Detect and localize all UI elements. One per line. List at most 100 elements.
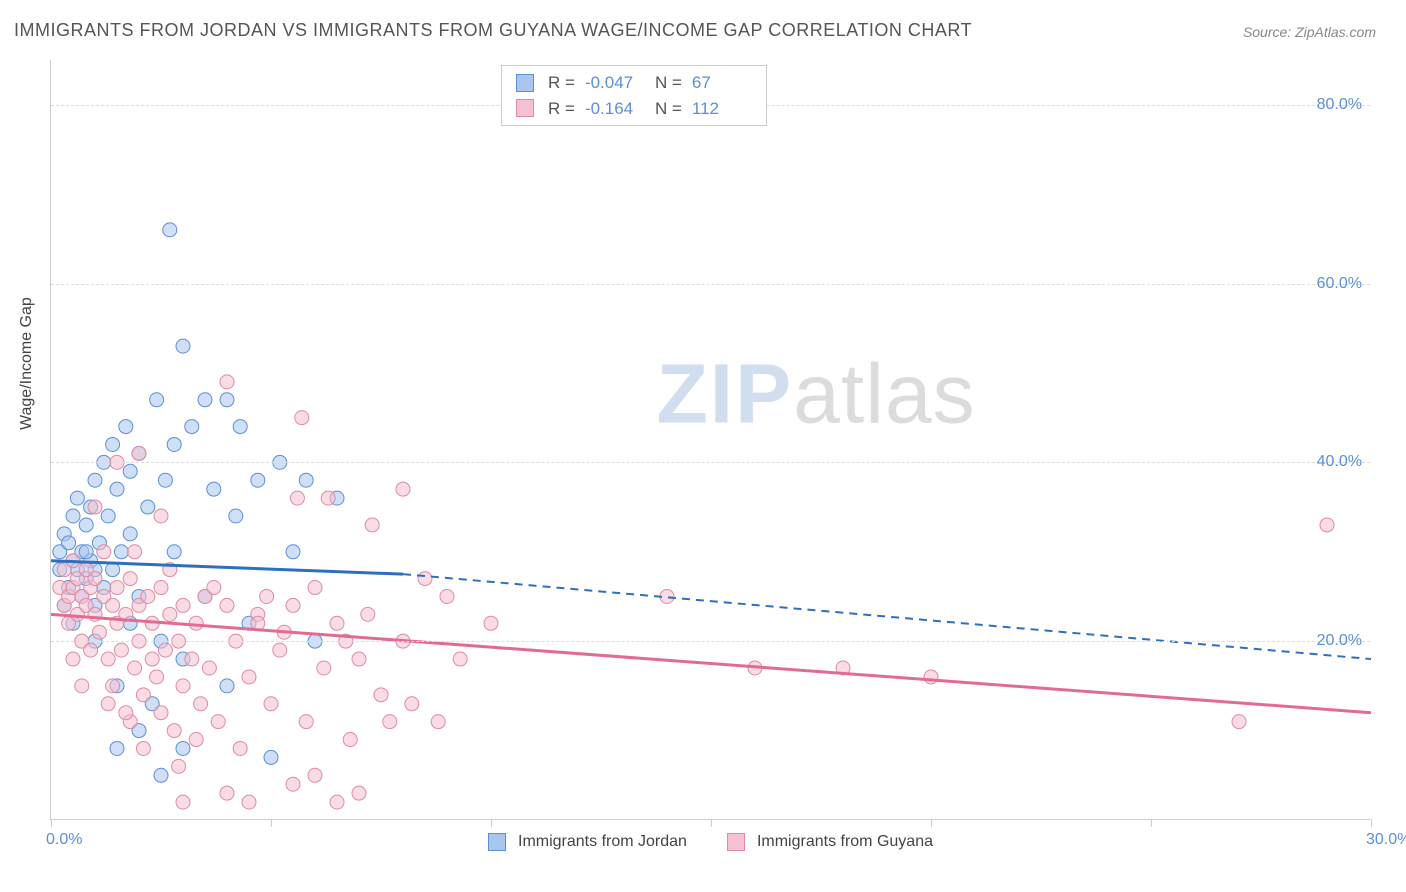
data-point	[207, 482, 221, 496]
data-point	[308, 768, 322, 782]
data-point	[123, 527, 137, 541]
chart-container: IMMIGRANTS FROM JORDAN VS IMMIGRANTS FRO…	[0, 0, 1406, 892]
stats-r-val-1: -0.164	[585, 96, 645, 122]
stats-box: R = -0.047 N = 67 R = -0.164 N = 112	[501, 65, 767, 126]
stats-n-label-1: N =	[655, 96, 682, 122]
data-point	[163, 607, 177, 621]
data-point	[383, 715, 397, 729]
data-point	[308, 581, 322, 595]
regression-line-solid	[51, 614, 1371, 712]
xtick	[51, 819, 52, 827]
data-point	[220, 679, 234, 693]
data-point	[106, 563, 120, 577]
data-point	[189, 733, 203, 747]
data-point	[194, 697, 208, 711]
data-point	[321, 491, 335, 505]
data-point	[119, 420, 133, 434]
data-point	[84, 643, 98, 657]
plot-svg	[51, 60, 1370, 819]
data-point	[396, 482, 410, 496]
data-point	[185, 652, 199, 666]
stats-n-val-1: 112	[692, 96, 752, 122]
plot-area: ZIPatlas R = -0.047 N = 67 R = -0.164 N …	[50, 60, 1370, 820]
data-point	[352, 652, 366, 666]
legend-item-1: Immigrants from Guyana	[727, 833, 933, 851]
xtick	[271, 819, 272, 827]
data-point	[330, 616, 344, 630]
legend-swatch-1	[727, 833, 745, 851]
data-point	[88, 473, 102, 487]
data-point	[119, 706, 133, 720]
data-point	[220, 786, 234, 800]
data-point	[286, 777, 300, 791]
xtick-label: 0.0%	[46, 831, 82, 849]
data-point	[352, 786, 366, 800]
data-point	[62, 536, 76, 550]
xtick	[931, 819, 932, 827]
data-point	[66, 652, 80, 666]
xtick	[711, 819, 712, 827]
ytick-label: 40.0%	[1317, 453, 1362, 471]
data-point	[75, 679, 89, 693]
ytick-label: 20.0%	[1317, 632, 1362, 650]
data-point	[136, 741, 150, 755]
data-point	[220, 375, 234, 389]
bottom-legend: Immigrants from Jordan Immigrants from G…	[51, 833, 1370, 851]
data-point	[242, 670, 256, 684]
ytick-label: 60.0%	[1317, 275, 1362, 293]
data-point	[176, 598, 190, 612]
data-point	[264, 697, 278, 711]
data-point	[251, 473, 265, 487]
data-point	[660, 589, 674, 603]
xtick-label: 30.0%	[1366, 831, 1406, 849]
data-point	[220, 598, 234, 612]
data-point	[79, 518, 93, 532]
data-point	[211, 715, 225, 729]
data-point	[114, 643, 128, 657]
data-point	[233, 741, 247, 755]
data-point	[150, 670, 164, 684]
stats-r-label-0: R =	[548, 70, 575, 96]
data-point	[176, 679, 190, 693]
data-point	[343, 733, 357, 747]
data-point	[101, 509, 115, 523]
gridline-h	[51, 462, 1370, 463]
xtick	[491, 819, 492, 827]
data-point	[150, 393, 164, 407]
data-point	[374, 688, 388, 702]
data-point	[260, 589, 274, 603]
data-point	[70, 491, 84, 505]
data-point	[242, 795, 256, 809]
xtick	[1371, 819, 1372, 827]
data-point	[106, 679, 120, 693]
data-point	[106, 598, 120, 612]
data-point	[167, 437, 181, 451]
data-point	[172, 759, 186, 773]
gridline-h	[51, 284, 1370, 285]
legend-label-1: Immigrants from Guyana	[757, 833, 933, 851]
data-point	[484, 616, 498, 630]
regression-line-dashed	[403, 574, 1371, 659]
data-point	[158, 473, 172, 487]
data-point	[207, 581, 221, 595]
data-point	[431, 715, 445, 729]
stats-n-val-0: 67	[692, 70, 752, 96]
data-point	[365, 518, 379, 532]
data-point	[154, 581, 168, 595]
data-point	[453, 652, 467, 666]
chart-title: IMMIGRANTS FROM JORDAN VS IMMIGRANTS FRO…	[14, 20, 972, 41]
data-point	[128, 661, 142, 675]
regression-line-solid	[51, 561, 403, 574]
data-point	[233, 420, 247, 434]
data-point	[317, 661, 331, 675]
data-point	[110, 741, 124, 755]
data-point	[229, 509, 243, 523]
data-point	[330, 795, 344, 809]
stats-n-label-0: N =	[655, 70, 682, 96]
legend-label-0: Immigrants from Jordan	[518, 833, 687, 851]
data-point	[176, 339, 190, 353]
data-point	[198, 393, 212, 407]
legend-item-0: Immigrants from Jordan	[488, 833, 687, 851]
data-point	[101, 697, 115, 711]
stats-r-label-1: R =	[548, 96, 575, 122]
